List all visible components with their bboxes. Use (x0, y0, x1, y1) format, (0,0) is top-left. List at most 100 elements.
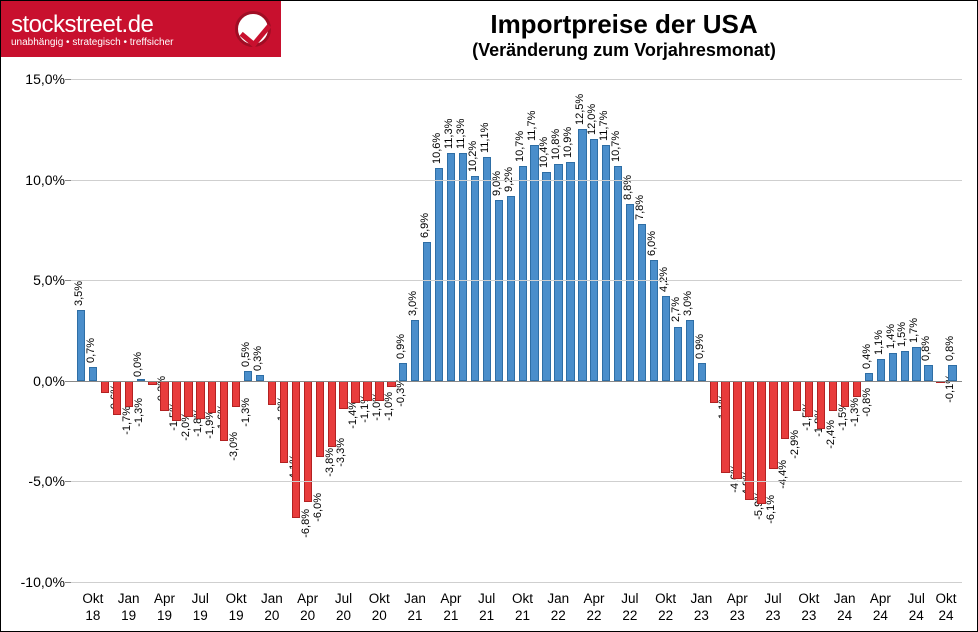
bar-slot: -1,8% (804, 79, 815, 582)
bar (435, 168, 443, 381)
bar (829, 381, 837, 411)
y-axis-label: 5,0% (13, 272, 65, 288)
bar-slot: -3,8% (314, 79, 325, 582)
bar (578, 129, 586, 381)
bar-slot: 8,8% (625, 79, 636, 582)
y-axis-label: -5,0% (13, 473, 65, 489)
x-axis-label: Jan23 (684, 585, 720, 627)
bar-value-label: 3,0% (682, 291, 694, 316)
bar-slot: 0,9% (696, 79, 707, 582)
x-axis-label: Apr20 (290, 585, 326, 627)
bar (650, 260, 658, 381)
bar (889, 353, 897, 381)
bar-value-label: 10,4% (538, 136, 550, 167)
bar (698, 363, 706, 381)
bar-value-label: 10,7% (514, 130, 526, 161)
bar (948, 365, 956, 381)
x-axis-label: Jul24 (898, 585, 934, 627)
gridline (71, 481, 962, 482)
bar (841, 381, 849, 407)
chart-subtitle: (Veränderung zum Vorjahresmonat) (281, 40, 967, 61)
bar-slot: 10,9% (565, 79, 576, 582)
x-axis-label: Okt20 (361, 585, 397, 627)
bar (542, 172, 550, 381)
bar-slot: 12,5% (577, 79, 588, 582)
bar-value-label: 11,1% (479, 123, 491, 153)
gridline (71, 79, 962, 80)
bar-slot: 6,0% (649, 79, 660, 582)
x-axis-label: Apr23 (719, 585, 755, 627)
bar-slot: -2,0% (171, 79, 182, 582)
x-axis-label: Jul23 (755, 585, 791, 627)
bar-slot: -6,8% (290, 79, 301, 582)
x-axis-label: Okt21 (505, 585, 541, 627)
bar (399, 363, 407, 381)
y-axis-label: 10,0% (13, 172, 65, 188)
bar-slot: -1,2% (267, 79, 278, 582)
x-axis-label: Okt24 (934, 585, 958, 627)
bar-slot: 3,5% (76, 79, 87, 582)
bar-value-label: 3,0% (407, 291, 419, 316)
bar-slot: -1,1% (350, 79, 361, 582)
bar (507, 196, 515, 381)
bar-slot: -1,0% (374, 79, 385, 582)
x-axis-label: Jul19 (182, 585, 218, 627)
x-axis-label: Jul21 (469, 585, 505, 627)
x-axis-label: Jan24 (827, 585, 863, 627)
bar-slot: 10,6% (434, 79, 445, 582)
gridline (71, 180, 962, 181)
bar-value-label: 10,2% (467, 140, 479, 171)
x-axis-label: Apr19 (147, 585, 183, 627)
bar (519, 166, 527, 381)
bar-slot: -1,4% (338, 79, 349, 582)
bar-slot: 12,0% (589, 79, 600, 582)
bar (757, 381, 765, 504)
bar-slot: 11,3% (446, 79, 457, 582)
bar (924, 365, 932, 381)
bar-value-label: 6,0% (646, 231, 658, 256)
bar-slot: -0,1% (935, 79, 946, 582)
bar (411, 320, 419, 380)
x-axis-label: Jan21 (397, 585, 433, 627)
bar-slot: -4,9% (732, 79, 743, 582)
bar-slot: 10,2% (469, 79, 480, 582)
bar-value-label: 1,1% (873, 330, 885, 355)
bar (865, 373, 873, 381)
bar (733, 381, 741, 480)
bar-value-label: 11,3% (455, 119, 467, 149)
bar (471, 176, 479, 381)
bar (316, 381, 324, 457)
bar (304, 381, 312, 502)
bar-slot: -3,0% (219, 79, 230, 582)
bar-slot: -2,4% (816, 79, 827, 582)
x-axis-label: Apr24 (863, 585, 899, 627)
bar-chart: 3,5%0,7%-0,6%-1,7%-1,3%0,0%-0,2%-1,5%-2,… (71, 79, 962, 583)
bar-slot: -0,3% (386, 79, 397, 582)
bar-slot: -1,5% (159, 79, 170, 582)
bar-value-label: 0,5% (240, 342, 252, 367)
bar (901, 351, 909, 381)
bar (423, 242, 431, 381)
bar-slot: 2,7% (672, 79, 683, 582)
bar (244, 371, 252, 381)
bar (721, 381, 729, 474)
bar-slot: 0,8% (923, 79, 934, 582)
bar-slot: 0,3% (255, 79, 266, 582)
bar-slot: -4,4% (768, 79, 779, 582)
y-axis-label: 15,0% (13, 71, 65, 87)
bar-value-label: 10,6% (431, 132, 443, 163)
bar-value-label: 0,7% (85, 338, 97, 363)
bar (817, 381, 825, 429)
bar-value-label: 0,9% (694, 334, 706, 359)
bar-value-label: 10,8% (550, 128, 562, 159)
bar-slot: 9,0% (493, 79, 504, 582)
x-axis-label: Okt23 (791, 585, 827, 627)
bar-slot: -6,1% (756, 79, 767, 582)
bar-slot: -1,6% (207, 79, 218, 582)
bar-slot: 1,7% (911, 79, 922, 582)
gridline (71, 381, 962, 382)
bar (89, 367, 97, 381)
bar-value-label: 9,0% (491, 171, 503, 196)
logo-main-text: stockstreet.de (11, 11, 173, 39)
bar (566, 162, 574, 381)
